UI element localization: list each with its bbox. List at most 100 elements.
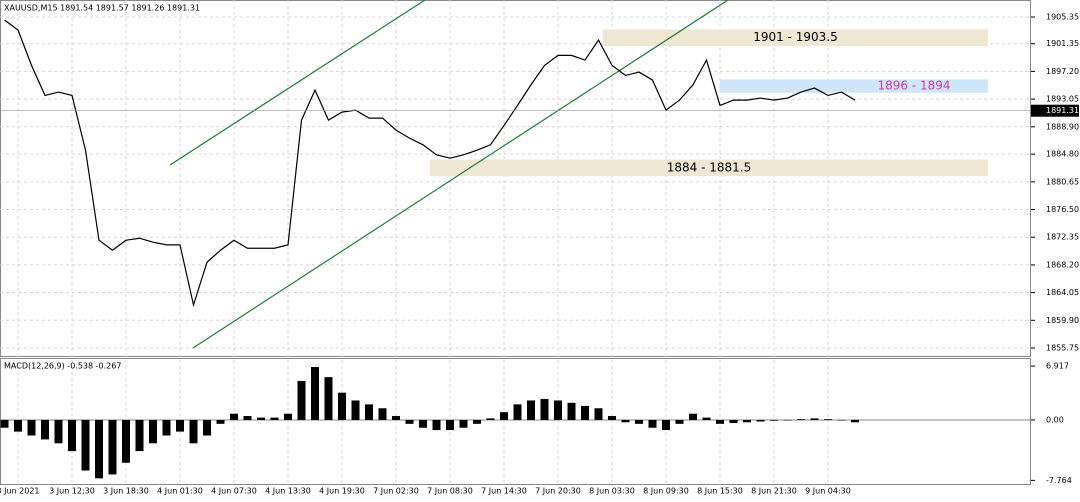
y-tick-label: 1901.35 bbox=[1046, 39, 1079, 48]
macd-bar bbox=[203, 419, 211, 436]
last-price-label: 1891.31 bbox=[1046, 106, 1079, 115]
x-tick-label: 4 Jun 07:30 bbox=[211, 487, 257, 496]
macd-bar bbox=[837, 419, 846, 421]
macd-bar bbox=[621, 419, 630, 423]
macd-bar bbox=[567, 402, 576, 420]
macd-bar bbox=[540, 398, 549, 420]
macd-bar bbox=[230, 413, 238, 420]
macd-bar bbox=[14, 419, 22, 432]
x-tick-label: 8 Jun 03:30 bbox=[589, 487, 635, 496]
macd-bar bbox=[770, 419, 778, 421]
macd-bar bbox=[459, 419, 468, 428]
y-tick-label: -7.764 bbox=[1046, 476, 1072, 485]
macd-bar bbox=[702, 417, 711, 420]
x-tick-label: 4 Jun 13:30 bbox=[265, 487, 311, 496]
macd-bar bbox=[689, 413, 697, 420]
macd-bar bbox=[149, 419, 157, 444]
macd-bar bbox=[95, 419, 103, 479]
macd-bar bbox=[662, 419, 670, 431]
y-tick-label: 1880.65 bbox=[1046, 177, 1079, 186]
price-line bbox=[4, 19, 856, 308]
macd-bar bbox=[270, 417, 279, 420]
macd-bar bbox=[122, 419, 130, 463]
macd-bar bbox=[432, 419, 441, 431]
macd-bar bbox=[189, 419, 198, 444]
y-tick-label: 1859.90 bbox=[1046, 316, 1079, 325]
macd-bar bbox=[500, 412, 508, 420]
macd-bar bbox=[716, 419, 724, 424]
y-tick-label: 1888.90 bbox=[1046, 122, 1079, 131]
y-tick-label: 1897.20 bbox=[1046, 67, 1079, 76]
macd-bar bbox=[419, 419, 427, 428]
macd-bar bbox=[243, 416, 252, 420]
y-tick-label: 1905.35 bbox=[1046, 13, 1079, 22]
x-tick-label: 7 Jun 14:30 bbox=[481, 487, 527, 496]
macd-bar bbox=[41, 419, 49, 440]
macd-bar bbox=[351, 400, 360, 420]
x-tick-label: 7 Jun 08:30 bbox=[427, 487, 473, 496]
x-tick-label: 7 Jun 20:30 bbox=[535, 487, 581, 496]
macd-bar bbox=[27, 419, 36, 436]
y-tick-label: 0.00 bbox=[1046, 415, 1064, 424]
zones: 1901 - 1903.5 1896 - 1894 1884 - 1881.5 bbox=[430, 29, 988, 177]
macd-bar bbox=[783, 419, 792, 421]
macd-bar bbox=[257, 417, 265, 420]
macd-bar bbox=[162, 419, 171, 436]
x-tick-label: 9 Jun 04:30 bbox=[805, 487, 851, 496]
macd-bar bbox=[297, 381, 306, 420]
macd-bar bbox=[216, 419, 225, 424]
macd-bar bbox=[581, 405, 589, 420]
macd-bar bbox=[743, 419, 751, 423]
macd-bar bbox=[797, 419, 805, 420]
macd-bar bbox=[54, 419, 63, 444]
zone bbox=[603, 29, 988, 47]
y-tick-label: 1872.35 bbox=[1046, 233, 1079, 242]
zone bbox=[430, 159, 988, 177]
x-tick-label: 8 Jun 21:30 bbox=[751, 487, 797, 496]
chart-title: XAUUSD,M15 1891.54 1891.57 1891.26 1891.… bbox=[4, 4, 200, 13]
channel-line bbox=[169, 0, 426, 166]
macd-bar bbox=[594, 408, 603, 420]
y-tick-label: 6.917 bbox=[1046, 362, 1069, 371]
macd-bar bbox=[851, 419, 859, 423]
x-tick-label: 3 Jun 2021 bbox=[0, 487, 40, 496]
macd-title: MACD(12,26,9) -0.538 -0.267 bbox=[4, 362, 121, 371]
macd-bar bbox=[81, 419, 90, 471]
macd-bar bbox=[338, 392, 346, 420]
x-tick-label: 3 Jun 12:30 bbox=[49, 487, 95, 496]
zone-label: 1884 - 1881.5 bbox=[667, 160, 752, 174]
macd-bar bbox=[729, 419, 738, 424]
y-tick-label: 1876.50 bbox=[1046, 205, 1079, 214]
zone-label: 1901 - 1903.5 bbox=[753, 30, 838, 44]
macd-bar bbox=[311, 367, 319, 420]
macd-bar bbox=[0, 419, 9, 428]
macd-bar bbox=[446, 419, 454, 431]
x-tick-label: 4 Jun 19:30 bbox=[319, 487, 365, 496]
y-tick-label: 1893.05 bbox=[1046, 95, 1079, 104]
macd-bar bbox=[675, 419, 684, 424]
channel-line bbox=[192, 0, 729, 349]
y-tick-label: 1855.75 bbox=[1046, 343, 1079, 352]
y-tick-label: 1868.20 bbox=[1046, 260, 1079, 269]
macd-bar bbox=[176, 419, 184, 432]
macd-bar bbox=[68, 419, 76, 452]
macd-bar bbox=[635, 419, 643, 424]
last-price-tag bbox=[1031, 104, 1079, 117]
x-tick-label: 7 Jun 02:30 bbox=[373, 487, 419, 496]
macd-bar bbox=[378, 408, 387, 420]
macd-bar bbox=[608, 416, 616, 420]
macd-bar bbox=[284, 413, 292, 420]
y-tick-label: 1884.80 bbox=[1046, 150, 1079, 159]
macd-bar bbox=[392, 416, 400, 420]
y-tick-label: 1864.05 bbox=[1046, 288, 1079, 297]
zone-label: 1896 - 1894 bbox=[877, 79, 950, 93]
price-frame bbox=[0, 0, 1031, 357]
macd-bar bbox=[365, 404, 373, 420]
x-tick-label: 8 Jun 15:30 bbox=[697, 487, 743, 496]
macd-bar bbox=[108, 419, 117, 475]
macd-bar bbox=[554, 400, 562, 420]
x-tick-label: 4 Jun 01:30 bbox=[157, 487, 203, 496]
macd-bar bbox=[473, 419, 481, 424]
macd-bar bbox=[756, 419, 765, 422]
